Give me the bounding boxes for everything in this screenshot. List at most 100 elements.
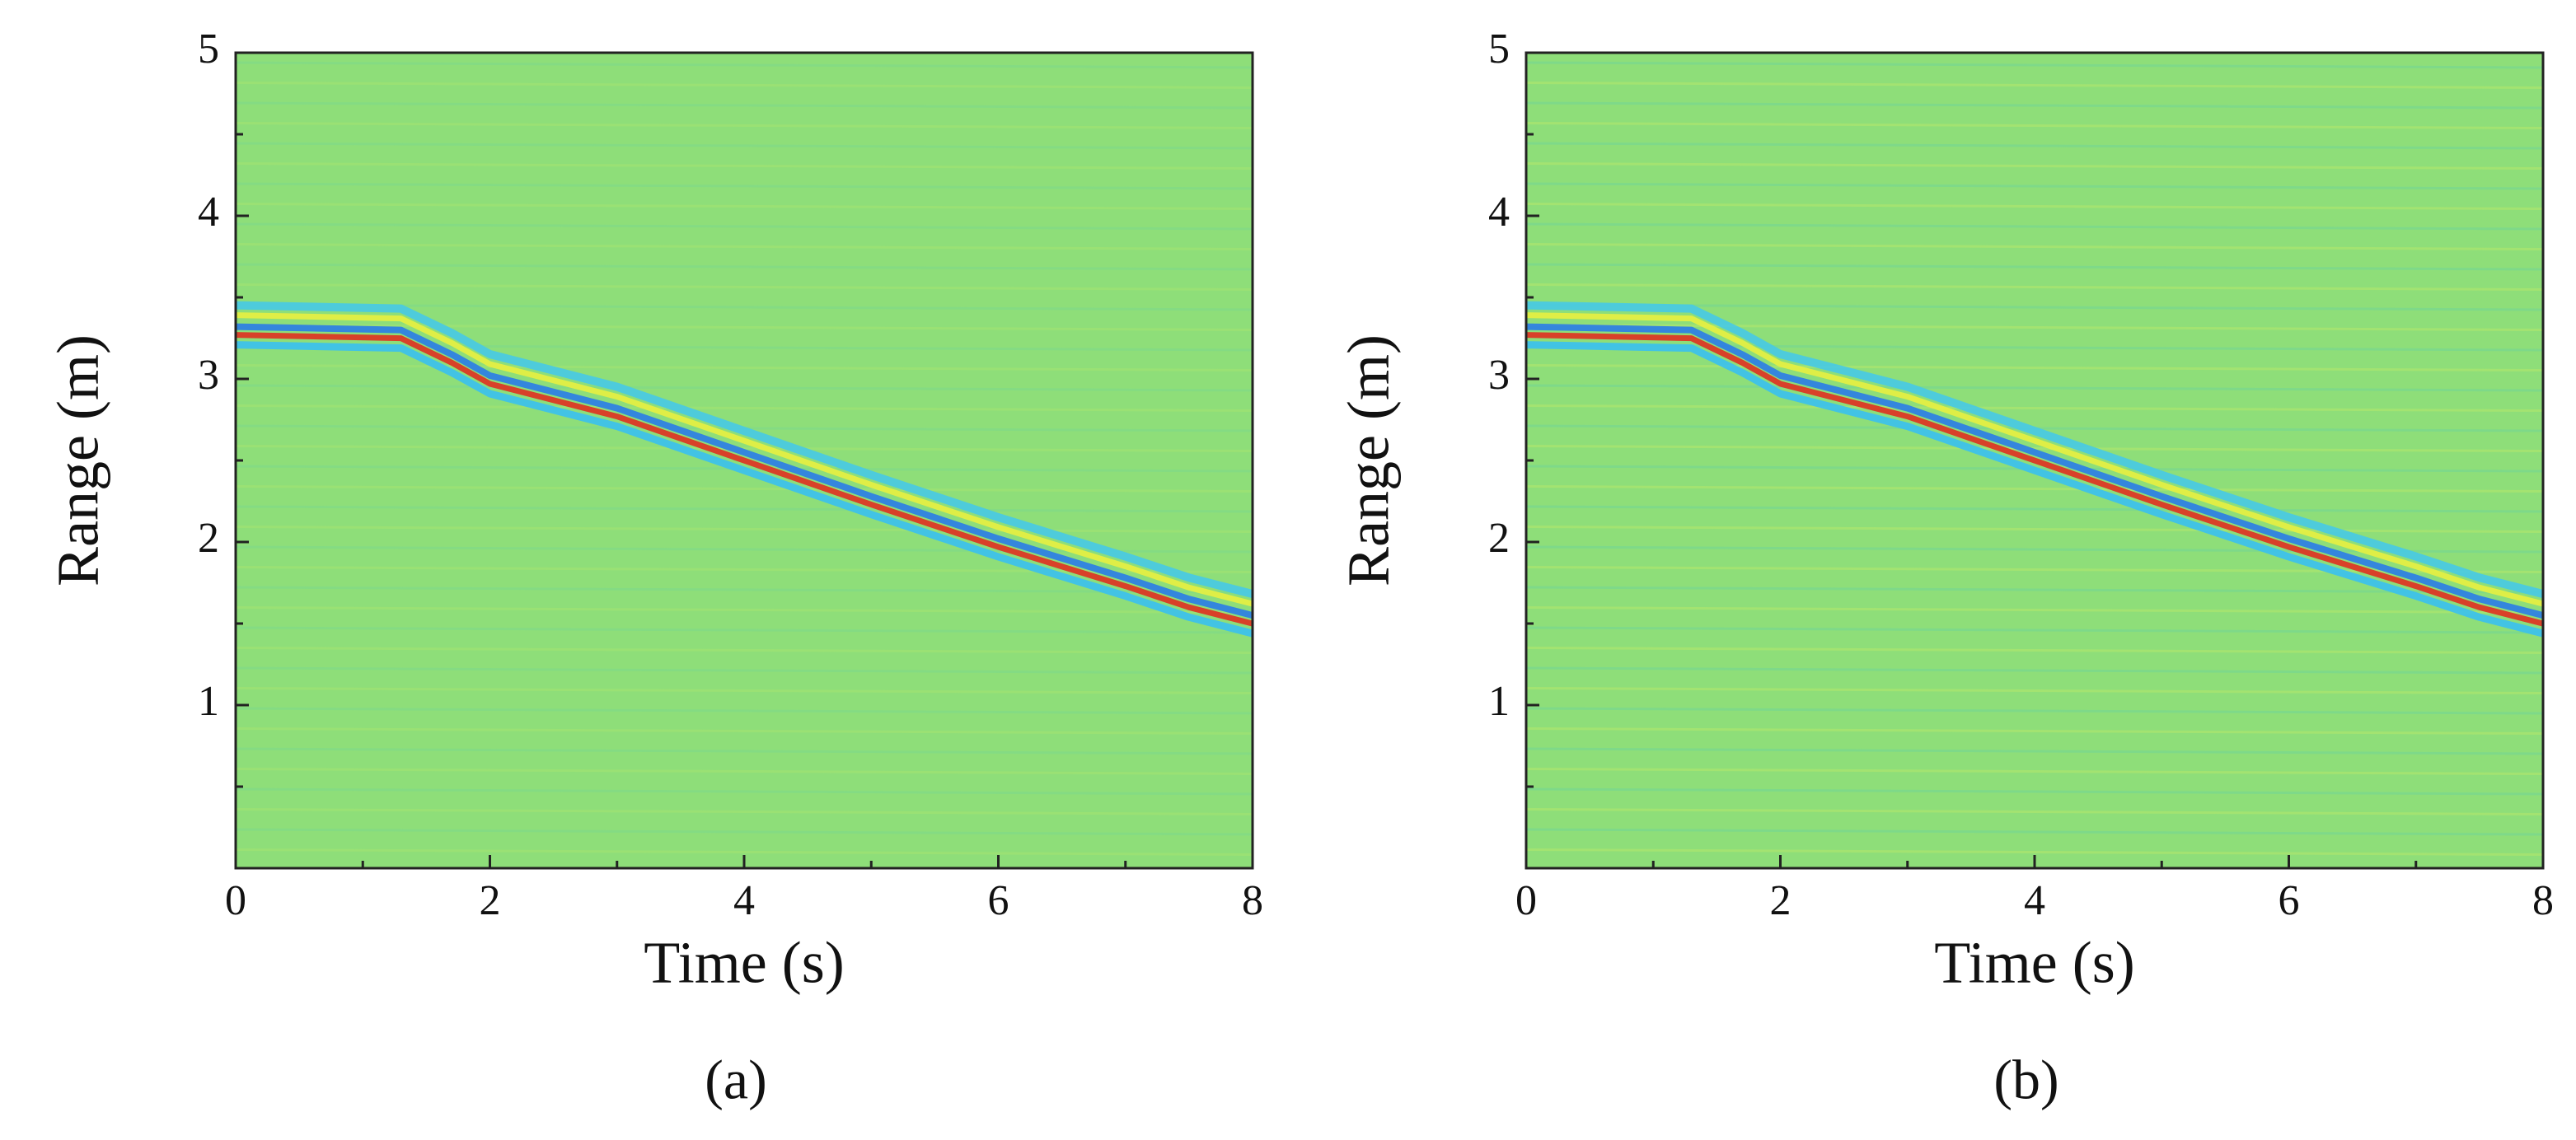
- x-tick-label: 0: [225, 877, 246, 924]
- texture: [235, 182, 1253, 190]
- texture: [235, 283, 1253, 291]
- texture: [1525, 61, 2544, 69]
- texture: [1525, 747, 2544, 755]
- x-tick-label: 6: [988, 877, 1009, 924]
- x-tick-label: 8: [1242, 877, 1263, 924]
- texture: [235, 222, 1253, 231]
- texture: [1525, 222, 2544, 231]
- texture: [1525, 666, 2544, 675]
- texture: [235, 203, 1253, 210]
- texture: [1525, 586, 2544, 594]
- y-tick-label: 1: [1488, 678, 1510, 725]
- texture: [1525, 101, 2544, 110]
- texture: [1525, 485, 2544, 493]
- panel-label: (a): [705, 1049, 766, 1111]
- texture: [235, 727, 1253, 735]
- texture: [235, 101, 1253, 110]
- texture: [1525, 263, 2544, 271]
- texture: [235, 343, 1253, 352]
- texture: [235, 404, 1253, 412]
- x-axis-label: Time (s): [1934, 930, 2134, 996]
- y-tick-label: 3: [1488, 352, 1510, 399]
- texture: [235, 324, 1253, 331]
- texture: [235, 848, 1253, 856]
- texture: [235, 82, 1253, 89]
- y-tick-label: 3: [198, 352, 219, 399]
- texture: [235, 162, 1253, 170]
- texture: [235, 787, 1253, 796]
- x-tick-label: 8: [2532, 877, 2554, 924]
- trace: [235, 332, 1253, 627]
- texture: [1525, 687, 2544, 694]
- y-tick-label: 4: [1488, 189, 1510, 236]
- texture: [1525, 162, 2544, 170]
- texture: [235, 263, 1253, 271]
- x-axis-label: Time (s): [644, 930, 844, 996]
- texture: [1525, 243, 2544, 250]
- x-tick-label: 2: [1770, 877, 1791, 924]
- trace: [1525, 312, 2544, 607]
- texture: [1525, 384, 2544, 392]
- texture: [235, 243, 1253, 250]
- texture: [235, 303, 1253, 311]
- texture: [235, 505, 1253, 513]
- y-axis-label: Range (m): [45, 334, 111, 586]
- y-tick-label: 5: [1488, 26, 1510, 72]
- texture: [235, 606, 1253, 614]
- x-tick-label: 6: [2279, 877, 2300, 924]
- texture: [1525, 82, 2544, 89]
- texture: [1525, 727, 2544, 735]
- texture: [1525, 404, 2544, 412]
- texture: [1525, 707, 2544, 715]
- texture: [1525, 122, 2544, 129]
- texture: [235, 526, 1253, 533]
- texture: [1525, 324, 2544, 331]
- texture: [1525, 445, 2544, 452]
- y-tick-label: 4: [198, 189, 219, 236]
- texture: [235, 828, 1253, 836]
- trace: [235, 312, 1253, 607]
- panel-label: (b): [1993, 1049, 2058, 1111]
- trace: [1525, 301, 2545, 598]
- texture: [1525, 626, 2544, 634]
- texture: [1525, 787, 2544, 796]
- trace: [1525, 341, 2545, 638]
- y-tick-label: 2: [1488, 515, 1510, 562]
- y-tick-label: 2: [198, 515, 219, 562]
- texture: [235, 808, 1253, 815]
- texture: [1525, 343, 2544, 352]
- texture: [235, 586, 1253, 594]
- texture: [235, 687, 1253, 694]
- texture: [235, 707, 1253, 715]
- texture: [235, 768, 1253, 775]
- texture: [235, 445, 1253, 452]
- texture: [235, 626, 1253, 634]
- y-tick-label: 5: [198, 26, 219, 72]
- texture: [1525, 848, 2544, 856]
- texture: [235, 364, 1253, 371]
- texture: [1525, 526, 2544, 533]
- texture: [1525, 768, 2544, 775]
- texture: [235, 747, 1253, 755]
- texture: [1525, 283, 2544, 291]
- texture: [235, 485, 1253, 493]
- texture: [1525, 828, 2544, 836]
- y-axis-label: Range (m): [1336, 334, 1402, 586]
- texture: [235, 384, 1253, 392]
- x-tick-label: 4: [733, 877, 755, 924]
- x-tick-label: 0: [1515, 877, 1537, 924]
- x-tick-label: 4: [2024, 877, 2045, 924]
- y-tick-label: 1: [198, 678, 219, 725]
- trace: [235, 341, 1254, 638]
- texture: [1525, 142, 2544, 150]
- texture: [235, 647, 1253, 654]
- texture: [1525, 647, 2544, 654]
- texture: [1525, 505, 2544, 513]
- x-tick-label: 2: [480, 877, 501, 924]
- texture: [235, 61, 1253, 69]
- texture: [1525, 182, 2544, 190]
- trace: [235, 323, 1253, 619]
- trace: [1525, 332, 2544, 627]
- texture: [1525, 203, 2544, 210]
